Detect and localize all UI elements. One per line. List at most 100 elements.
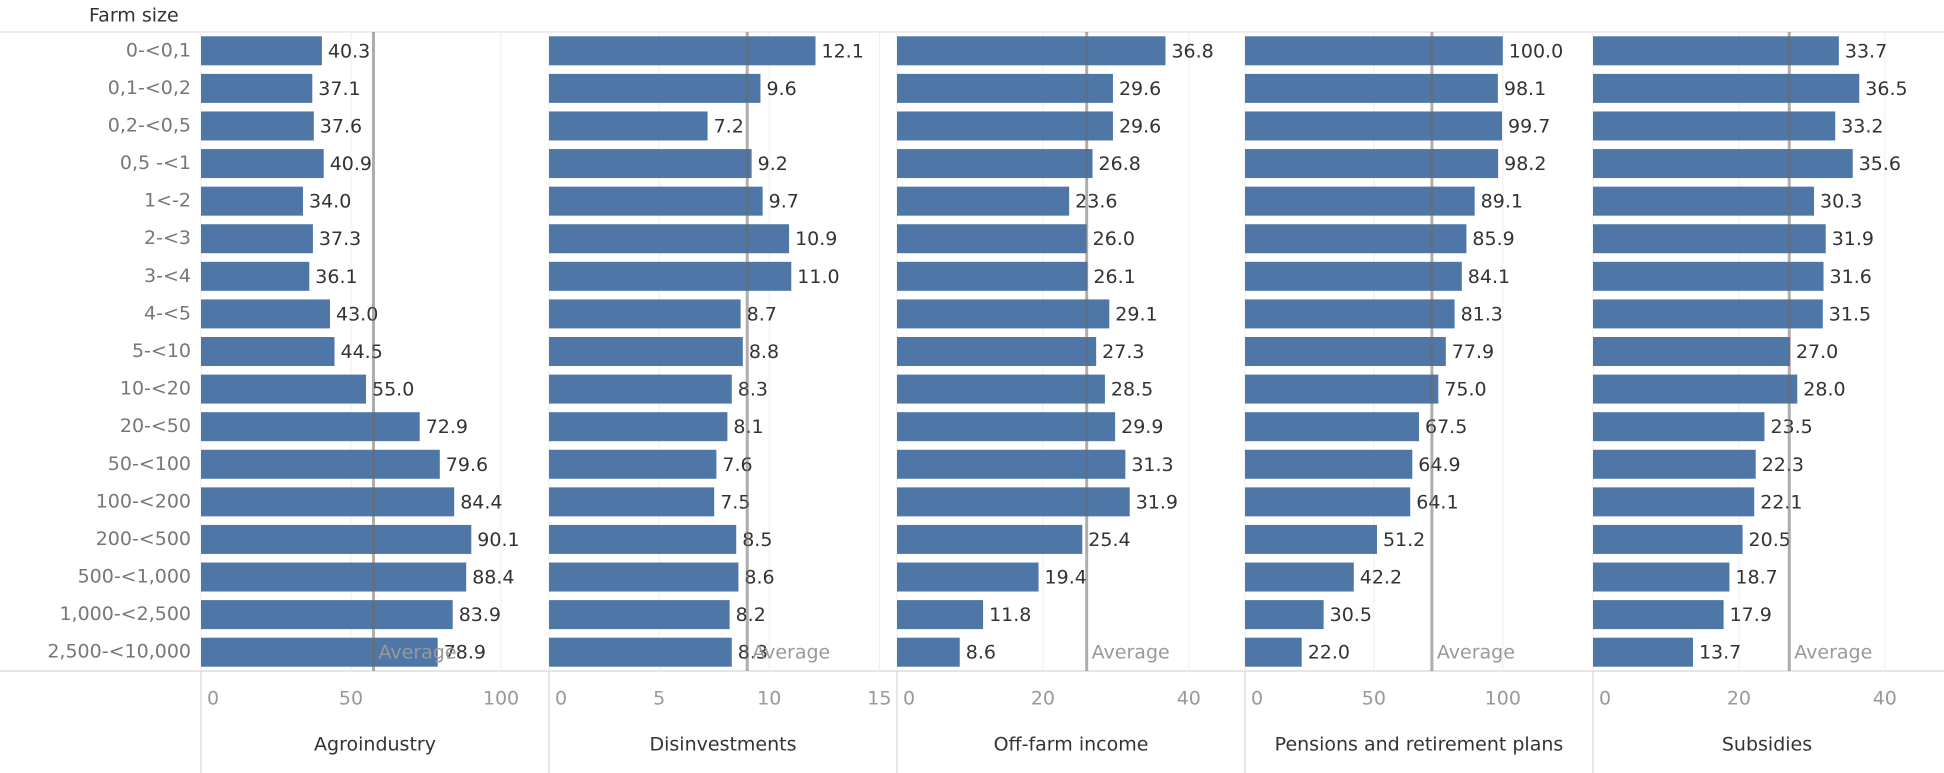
row-label: 0,5 -<1 <box>120 152 191 174</box>
bar <box>549 374 732 404</box>
value-label: 84.4 <box>460 491 502 513</box>
value-label: 27.3 <box>1102 341 1144 363</box>
bar <box>201 449 440 479</box>
value-label: 11.8 <box>989 604 1031 626</box>
value-label: 11.0 <box>797 266 839 288</box>
bar <box>1245 337 1446 366</box>
bar <box>201 36 322 66</box>
value-label: 23.5 <box>1770 416 1812 438</box>
x-tick-label: 40 <box>1177 688 1201 710</box>
row-label: 50-<100 <box>108 453 191 475</box>
bar <box>201 487 455 517</box>
value-label: 8.6 <box>744 567 774 589</box>
bar <box>897 186 1070 216</box>
bar <box>1245 449 1413 479</box>
value-label: 29.6 <box>1119 115 1161 137</box>
row-label: 1,000-<2,500 <box>59 603 191 625</box>
average-label: Average <box>1092 642 1170 664</box>
value-label: 29.1 <box>1115 303 1157 325</box>
bar <box>201 111 314 141</box>
value-label: 78.9 <box>444 642 486 664</box>
value-label: 29.9 <box>1121 416 1163 438</box>
bar <box>1245 186 1475 216</box>
bar <box>549 186 763 216</box>
value-label: 51.2 <box>1383 529 1425 551</box>
x-tick-label: 50 <box>339 688 363 710</box>
value-label: 99.7 <box>1508 115 1550 137</box>
value-label: 81.3 <box>1461 303 1503 325</box>
x-tick-label: 100 <box>1485 688 1521 710</box>
bar <box>1245 524 1377 554</box>
value-label: 8.7 <box>747 303 777 325</box>
value-label: 37.6 <box>320 115 362 137</box>
bar <box>897 224 1087 254</box>
row-label: 3-<4 <box>144 265 191 287</box>
bar <box>549 600 730 630</box>
x-tick-label: 0 <box>555 688 567 710</box>
bar <box>1593 374 1798 404</box>
value-label: 72.9 <box>426 416 468 438</box>
value-label: 30.5 <box>1330 604 1372 626</box>
value-label: 22.0 <box>1308 642 1350 664</box>
bar <box>1593 299 1823 329</box>
bar <box>549 111 708 141</box>
bar <box>1593 637 1693 667</box>
bar <box>1593 149 1853 179</box>
x-tick-label: 20 <box>1031 688 1055 710</box>
value-label: 8.2 <box>736 604 766 626</box>
bar <box>1593 261 1824 291</box>
bar <box>1245 299 1455 329</box>
value-label: 31.6 <box>1830 266 1872 288</box>
bar <box>1245 562 1354 592</box>
row-label: 1<-2 <box>144 190 191 212</box>
x-tick-label: 20 <box>1727 688 1751 710</box>
value-label: 36.8 <box>1171 40 1213 62</box>
bar <box>549 524 737 554</box>
value-label: 8.5 <box>742 529 772 551</box>
value-label: 31.3 <box>1131 454 1173 476</box>
x-tick-label: 0 <box>207 688 219 710</box>
value-label: 28.0 <box>1803 379 1845 401</box>
x-tick-label: 15 <box>867 688 891 710</box>
row-label: 2-<3 <box>144 227 191 249</box>
panel-title: Disinvestments <box>650 734 797 756</box>
value-label: 43.0 <box>336 303 378 325</box>
bar <box>897 299 1110 329</box>
row-label: 5-<10 <box>132 340 191 362</box>
value-label: 98.1 <box>1504 78 1546 100</box>
bar <box>201 637 438 667</box>
value-label: 42.2 <box>1360 567 1402 589</box>
bar <box>1593 600 1724 630</box>
bar <box>549 149 752 179</box>
value-label: 31.9 <box>1136 491 1178 513</box>
x-tick-label: 10 <box>757 688 781 710</box>
row-label: 0-<0,1 <box>126 39 191 61</box>
row-label: 500-<1,000 <box>78 566 191 588</box>
bar <box>897 412 1116 442</box>
bar <box>549 562 739 592</box>
value-label: 10.9 <box>795 228 837 250</box>
value-label: 75.0 <box>1444 379 1486 401</box>
bar <box>201 261 310 291</box>
bar <box>549 337 743 366</box>
bar <box>549 412 728 442</box>
value-label: 8.6 <box>966 642 996 664</box>
average-label: Average <box>1794 642 1872 664</box>
bar <box>1245 224 1467 254</box>
row-label: 20-<50 <box>120 415 191 437</box>
value-label: 77.9 <box>1452 341 1494 363</box>
value-label: 13.7 <box>1699 642 1741 664</box>
average-label: Average <box>1437 642 1515 664</box>
value-label: 79.6 <box>446 454 488 476</box>
bar <box>1593 524 1743 554</box>
row-label: 0,2-<0,5 <box>108 114 191 136</box>
bar <box>897 562 1039 592</box>
value-label: 36.1 <box>315 266 357 288</box>
bar <box>201 149 324 179</box>
bar <box>897 637 960 667</box>
value-label: 23.6 <box>1075 191 1117 213</box>
bar <box>1245 73 1498 103</box>
bar <box>897 149 1093 179</box>
x-tick-label: 40 <box>1873 688 1897 710</box>
